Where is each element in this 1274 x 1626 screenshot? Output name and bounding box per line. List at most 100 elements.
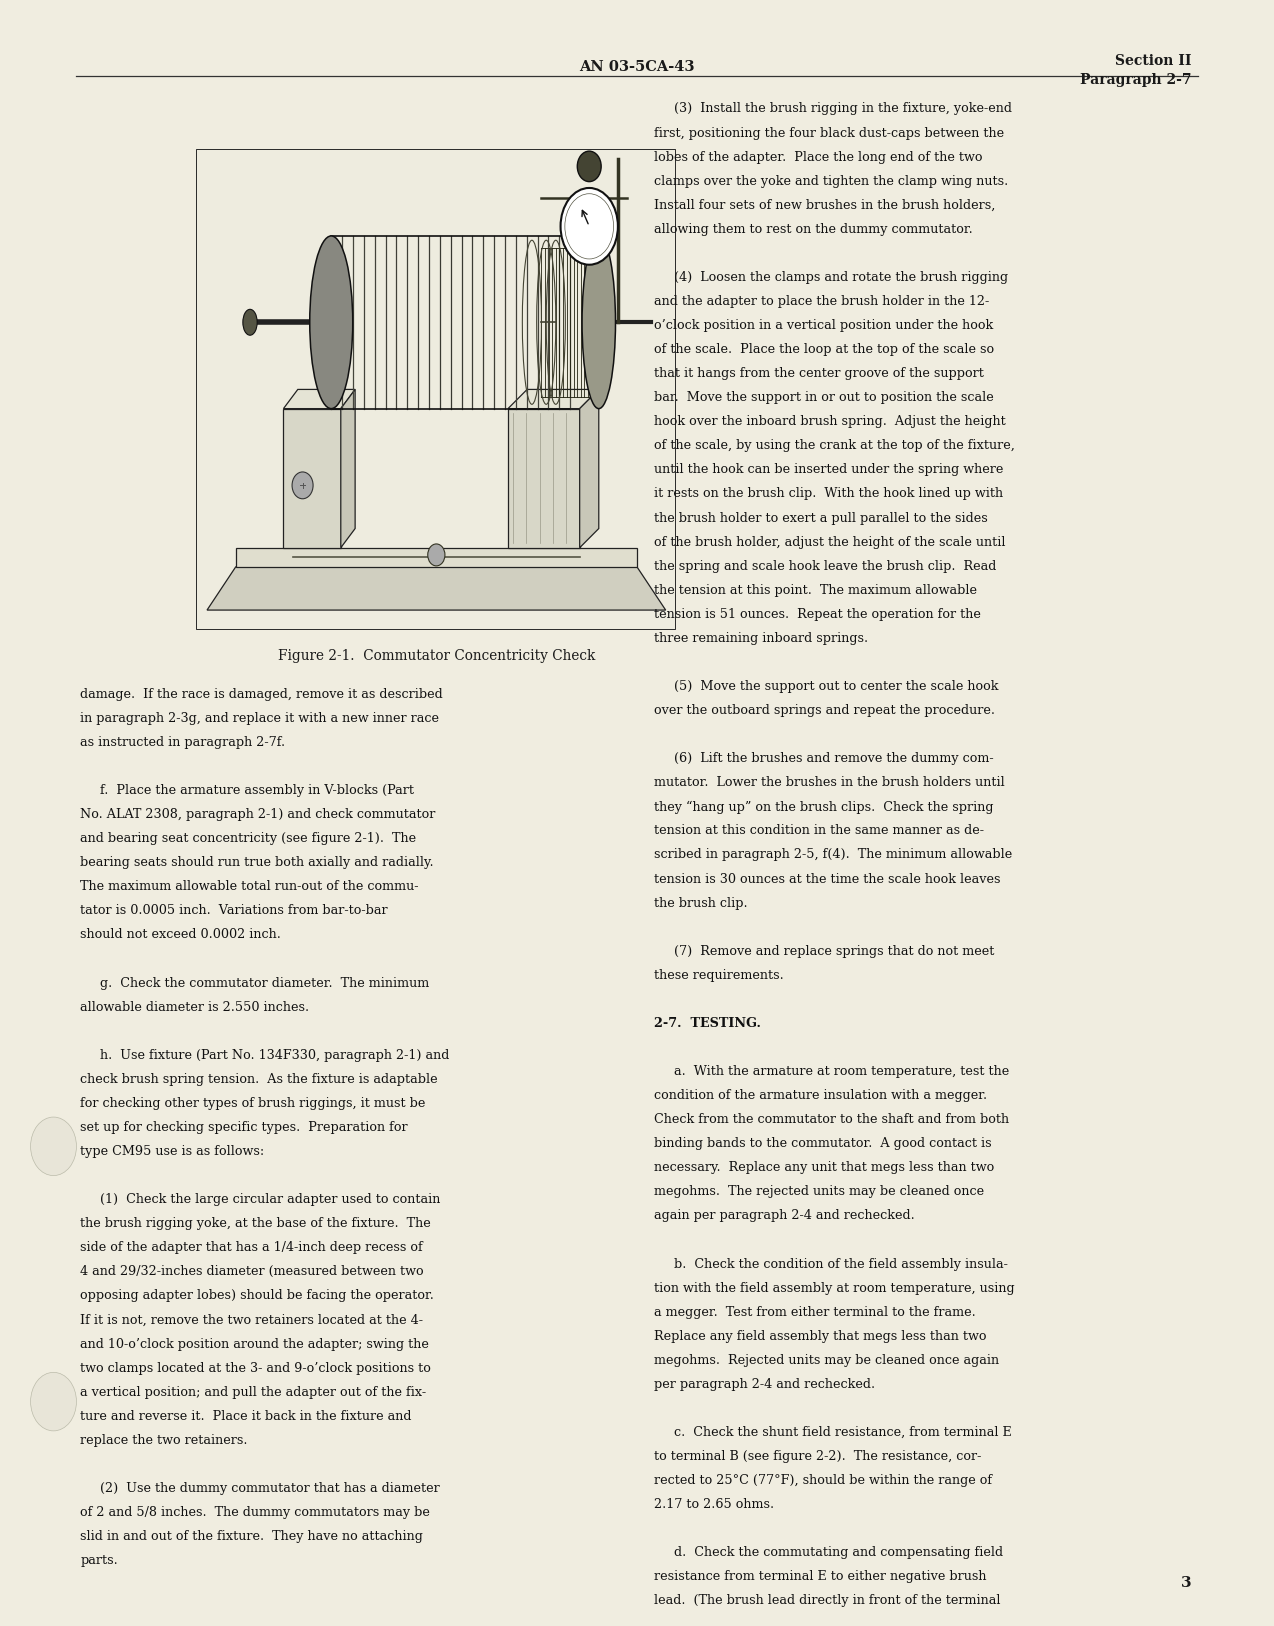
Text: lobes of the adapter.  Place the long end of the two: lobes of the adapter. Place the long end…	[654, 151, 982, 164]
Polygon shape	[284, 408, 340, 548]
Text: side of the adapter that has a 1/4-inch deep recess of: side of the adapter that has a 1/4-inch …	[80, 1241, 423, 1254]
Bar	[197, 150, 675, 629]
Text: 4 and 29/32-inches diameter (measured between two: 4 and 29/32-inches diameter (measured be…	[80, 1265, 424, 1278]
Polygon shape	[580, 390, 599, 548]
Text: and 10-o’clock position around the adapter; swing the: and 10-o’clock position around the adapt…	[80, 1338, 429, 1351]
Text: (6)  Lift the brushes and remove the dummy com-: (6) Lift the brushes and remove the dumm…	[654, 753, 994, 766]
Text: slid in and out of the fixture.  They have no attaching: slid in and out of the fixture. They hav…	[80, 1530, 423, 1543]
Text: hook over the inboard brush spring.  Adjust the height: hook over the inboard brush spring. Adju…	[654, 415, 1005, 428]
Ellipse shape	[561, 189, 618, 265]
Text: h.  Use fixture (Part No. 134F330, paragraph 2-1) and: h. Use fixture (Part No. 134F330, paragr…	[80, 1049, 450, 1062]
Text: No. ALAT 2308, paragraph 2-1) and check commutator: No. ALAT 2308, paragraph 2-1) and check …	[80, 808, 436, 821]
Text: ture and reverse it.  Place it back in the fixture and: ture and reverse it. Place it back in th…	[80, 1410, 412, 1423]
Text: megohms.  The rejected units may be cleaned once: megohms. The rejected units may be clean…	[654, 1185, 984, 1198]
Text: Figure 2-1.  Commutator Concentricity Check: Figure 2-1. Commutator Concentricity Che…	[278, 649, 595, 663]
Text: (5)  Move the support out to center the scale hook: (5) Move the support out to center the s…	[654, 680, 998, 693]
Text: for checking other types of brush riggings, it must be: for checking other types of brush riggin…	[80, 1098, 426, 1111]
Text: o’clock position in a vertical position under the hook: o’clock position in a vertical position …	[654, 319, 992, 332]
Text: f.  Place the armature assembly in V-blocks (Part: f. Place the armature assembly in V-bloc…	[80, 784, 414, 797]
Text: a vertical position; and pull the adapter out of the fix-: a vertical position; and pull the adapte…	[80, 1385, 427, 1398]
Text: tion with the field assembly at room temperature, using: tion with the field assembly at room tem…	[654, 1281, 1014, 1294]
Text: (7)  Remove and replace springs that do not meet: (7) Remove and replace springs that do n…	[654, 945, 994, 958]
Text: the spring and scale hook leave the brush clip.  Read: the spring and scale hook leave the brus…	[654, 559, 996, 572]
Polygon shape	[508, 390, 599, 408]
Ellipse shape	[243, 309, 257, 335]
Text: mutator.  Lower the brushes in the brush holders until: mutator. Lower the brushes in the brush …	[654, 776, 1004, 789]
Ellipse shape	[310, 236, 353, 408]
Text: bar.  Move the support in or out to position the scale: bar. Move the support in or out to posit…	[654, 392, 994, 405]
Text: replace the two retainers.: replace the two retainers.	[80, 1434, 247, 1447]
Text: 2.17 to 2.65 ohms.: 2.17 to 2.65 ohms.	[654, 1498, 773, 1511]
Polygon shape	[236, 548, 637, 567]
Text: g.  Check the commutator diameter.  The minimum: g. Check the commutator diameter. The mi…	[80, 977, 429, 990]
Text: that it hangs from the center groove of the support: that it hangs from the center groove of …	[654, 367, 984, 380]
Text: over the outboard springs and repeat the procedure.: over the outboard springs and repeat the…	[654, 704, 995, 717]
Text: Section II: Section II	[1115, 54, 1191, 68]
Text: should not exceed 0.0002 inch.: should not exceed 0.0002 inch.	[80, 928, 282, 941]
Text: Replace any field assembly that megs less than two: Replace any field assembly that megs les…	[654, 1330, 986, 1343]
Text: (3)  Install the brush rigging in the fixture, yoke-end: (3) Install the brush rigging in the fix…	[654, 102, 1012, 115]
Text: parts.: parts.	[80, 1554, 118, 1567]
Ellipse shape	[564, 193, 614, 259]
Text: until the hook can be inserted under the spring where: until the hook can be inserted under the…	[654, 463, 1003, 476]
Text: scribed in paragraph 2-5, f(4).  The minimum allowable: scribed in paragraph 2-5, f(4). The mini…	[654, 849, 1012, 862]
Polygon shape	[206, 567, 665, 610]
Text: check brush spring tension.  As the fixture is adaptable: check brush spring tension. As the fixtu…	[80, 1073, 438, 1086]
Text: If it is not, remove the two retainers located at the 4-: If it is not, remove the two retainers l…	[80, 1314, 423, 1327]
Text: two clamps located at the 3- and 9-o’clock positions to: two clamps located at the 3- and 9-o’clo…	[80, 1361, 431, 1374]
Text: of 2 and 5/8 inches.  The dummy commutators may be: of 2 and 5/8 inches. The dummy commutato…	[80, 1506, 431, 1519]
Text: the tension at this point.  The maximum allowable: the tension at this point. The maximum a…	[654, 584, 977, 597]
Text: b.  Check the condition of the field assembly insula-: b. Check the condition of the field asse…	[654, 1257, 1008, 1270]
Text: resistance from terminal E to either negative brush: resistance from terminal E to either neg…	[654, 1571, 986, 1584]
Text: allowable diameter is 2.550 inches.: allowable diameter is 2.550 inches.	[80, 1000, 310, 1013]
Text: d.  Check the commutating and compensating field: d. Check the commutating and compensatin…	[654, 1546, 1003, 1559]
Text: (1)  Check the large circular adapter used to contain: (1) Check the large circular adapter use…	[80, 1193, 441, 1206]
Text: 2-7.  TESTING.: 2-7. TESTING.	[654, 1016, 761, 1029]
Text: c.  Check the shunt field resistance, from terminal E: c. Check the shunt field resistance, fro…	[654, 1426, 1012, 1439]
Circle shape	[577, 151, 601, 182]
Text: again per paragraph 2-4 and rechecked.: again per paragraph 2-4 and rechecked.	[654, 1210, 915, 1223]
Circle shape	[31, 1372, 76, 1431]
Text: AN 03-5CA-43: AN 03-5CA-43	[580, 60, 694, 75]
Text: three remaining inboard springs.: three remaining inboard springs.	[654, 633, 868, 646]
Text: and bearing seat concentricity (see figure 2-1).  The: and bearing seat concentricity (see figu…	[80, 833, 417, 846]
Text: it rests on the brush clip.  With the hook lined up with: it rests on the brush clip. With the hoo…	[654, 488, 1003, 501]
Text: condition of the armature insulation with a megger.: condition of the armature insulation wit…	[654, 1089, 986, 1102]
Text: of the scale.  Place the loop at the top of the scale so: of the scale. Place the loop at the top …	[654, 343, 994, 356]
Text: clamps over the yoke and tighten the clamp wing nuts.: clamps over the yoke and tighten the cla…	[654, 174, 1008, 187]
Text: (4)  Loosen the clamps and rotate the brush rigging: (4) Loosen the clamps and rotate the bru…	[654, 272, 1008, 285]
Text: tension is 30 ounces at the time the scale hook leaves: tension is 30 ounces at the time the sca…	[654, 873, 1000, 886]
Text: they “hang up” on the brush clips.  Check the spring: they “hang up” on the brush clips. Check…	[654, 800, 992, 813]
Text: the brush rigging yoke, at the base of the fixture.  The: the brush rigging yoke, at the base of t…	[80, 1218, 431, 1231]
Text: tator is 0.0005 inch.  Variations from bar-to-bar: tator is 0.0005 inch. Variations from ba…	[80, 904, 387, 917]
Polygon shape	[508, 408, 580, 548]
Text: allowing them to rest on the dummy commutator.: allowing them to rest on the dummy commu…	[654, 223, 972, 236]
Text: type CM95 use is as follows:: type CM95 use is as follows:	[80, 1145, 265, 1158]
Text: of the brush holder, adjust the height of the scale until: of the brush holder, adjust the height o…	[654, 535, 1005, 548]
Text: Check from the commutator to the shaft and from both: Check from the commutator to the shaft a…	[654, 1114, 1009, 1127]
Polygon shape	[284, 390, 355, 408]
Text: first, positioning the four black dust-caps between the: first, positioning the four black dust-c…	[654, 127, 1004, 140]
Text: the brush clip.: the brush clip.	[654, 896, 747, 909]
Text: opposing adapter lobes) should be facing the operator.: opposing adapter lobes) should be facing…	[80, 1289, 434, 1302]
Text: a megger.  Test from either terminal to the frame.: a megger. Test from either terminal to t…	[654, 1306, 976, 1319]
Text: in paragraph 2-3g, and replace it with a new inner race: in paragraph 2-3g, and replace it with a…	[80, 712, 440, 725]
Text: tension at this condition in the same manner as de-: tension at this condition in the same ma…	[654, 824, 984, 837]
Circle shape	[31, 1117, 76, 1176]
Text: per paragraph 2-4 and rechecked.: per paragraph 2-4 and rechecked.	[654, 1377, 875, 1390]
Text: binding bands to the commutator.  A good contact is: binding bands to the commutator. A good …	[654, 1137, 991, 1150]
Text: a.  With the armature at room temperature, test the: a. With the armature at room temperature…	[654, 1065, 1009, 1078]
Text: tension is 51 ounces.  Repeat the operation for the: tension is 51 ounces. Repeat the operati…	[654, 608, 981, 621]
Text: lead.  (The brush lead directly in front of the terminal: lead. (The brush lead directly in front …	[654, 1595, 1000, 1608]
Text: Paragraph 2-7: Paragraph 2-7	[1079, 73, 1191, 88]
Text: (2)  Use the dummy commutator that has a diameter: (2) Use the dummy commutator that has a …	[80, 1481, 440, 1494]
Polygon shape	[340, 390, 355, 548]
Text: Install four sets of new brushes in the brush holders,: Install four sets of new brushes in the …	[654, 198, 995, 211]
Text: The maximum allowable total run-out of the commu-: The maximum allowable total run-out of t…	[80, 880, 419, 893]
Text: bearing seats should run true both axially and radially.: bearing seats should run true both axial…	[80, 857, 434, 870]
Text: and the adapter to place the brush holder in the 12-: and the adapter to place the brush holde…	[654, 294, 989, 307]
Bar	[197, 150, 675, 629]
Text: 3: 3	[1181, 1576, 1191, 1590]
Text: these requirements.: these requirements.	[654, 969, 784, 982]
Text: damage.  If the race is damaged, remove it as described: damage. If the race is damaged, remove i…	[80, 688, 443, 701]
